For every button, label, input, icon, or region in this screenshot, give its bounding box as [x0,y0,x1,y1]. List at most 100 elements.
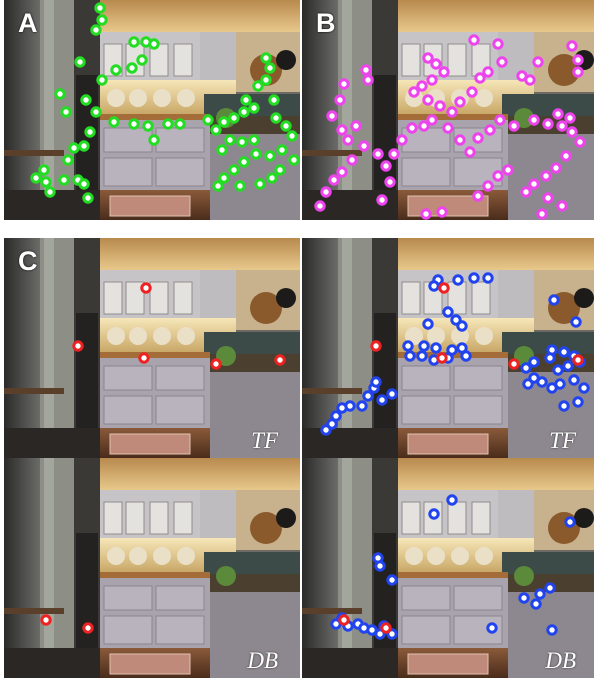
fixation-dot [250,148,262,160]
fixation-dot [248,102,260,114]
fixation-dot [496,56,508,68]
fixation-dot [224,134,236,146]
fixation-dot [454,134,466,146]
fixation-dot [428,280,440,292]
fixation-dot [460,350,472,362]
fixation-dot [78,178,90,190]
fixation-dot [528,356,540,368]
fixation-dot [82,622,94,634]
fixation-dot [314,200,326,212]
fixation-dot [572,396,584,408]
fixation-dot [492,38,504,50]
fixation-dot [370,376,382,388]
fixation-dot [434,100,446,112]
method-label-db: DB [247,648,278,673]
fixation-dot [84,126,96,138]
fixation-dot [442,306,454,318]
fixation-dot [482,272,494,284]
fixation-dot [78,140,90,152]
fixation-dot [334,94,346,106]
fixation-dot [560,150,572,162]
fixation-dot [446,344,458,356]
fixation-dot [362,390,374,402]
fixation-dot [338,78,350,90]
fixation-dot [320,186,332,198]
fixation-dot [128,36,140,48]
fixation-dot [578,382,590,394]
fixation-dot [554,378,566,390]
fixation-dot [380,622,392,634]
fixation-dot [524,74,536,86]
fixation-dot [436,206,448,218]
fixation-dot [530,598,542,610]
fixation-dot [566,126,578,138]
fixation-dot [148,38,160,50]
fixation-dot [238,106,250,118]
fixation-dot [228,112,240,124]
fixation-dot [342,134,354,146]
fixation-dot [372,148,384,160]
fixation-dot [136,54,148,66]
fixation-dot [520,186,532,198]
fixation-dot [358,140,370,152]
fixation-dot [436,352,448,364]
fixation-dot [492,170,504,182]
method-label-db: DB [545,648,576,673]
fixation-dot [336,124,348,136]
fixation-dot [264,150,276,162]
fixation-dot [416,80,428,92]
fixation-dot [72,340,84,352]
fixation-dot [38,164,50,176]
fixation-dot [540,170,552,182]
fixation-dot [572,54,584,66]
fixation-dot [216,144,228,156]
fixation-dot [210,358,222,370]
fixation-dot [174,118,186,130]
fixation-dot [326,110,338,122]
fixation-dot [218,116,230,128]
fixation-dot [446,494,458,506]
panel-c-tf-left: C TF [4,238,300,458]
fixation-dot [468,34,480,46]
fixation-dot [564,112,576,124]
fixation-dot [218,172,230,184]
fixation-dot [138,352,150,364]
fixation-dot [40,614,52,626]
fixation-dot [422,318,434,330]
panel-label-b: B [316,8,336,38]
fixation-dot [396,134,408,146]
fixation-dot [268,94,280,106]
fixation-dot [562,360,574,372]
fixation-dot [502,164,514,176]
fixation-dot [44,186,56,198]
fixation-dot [30,172,42,184]
fixation-dot [484,124,496,136]
fixation-dot [228,164,240,176]
fixation-dot [210,124,222,136]
fixation-dot [388,148,400,160]
fixation-dot [486,622,498,634]
fixation-dot [570,316,582,328]
panel-c-db-right: DB [302,458,594,678]
fixation-dot [362,74,374,86]
fixation-dot [556,200,568,212]
fixation-dot [380,160,392,172]
fixation-dot [418,120,430,132]
fixation-dot [338,614,350,626]
fixation-dot [274,164,286,176]
fixation-dot [564,516,576,528]
fixation-dots-blue [320,272,590,436]
fixation-dot [202,114,214,126]
fixation-dot [350,120,362,132]
fixation-dot [252,80,264,92]
fixation-dot [542,118,554,130]
fixation-dot [546,624,558,636]
fixation-dot [566,40,578,52]
fixation-dot [556,120,568,132]
fixation-dot [442,122,454,134]
fixation-dot [534,588,546,600]
fixation-dot [428,508,440,520]
fixation-dot [518,592,530,604]
fixation-dot [336,402,348,414]
fixation-dot [126,62,138,74]
